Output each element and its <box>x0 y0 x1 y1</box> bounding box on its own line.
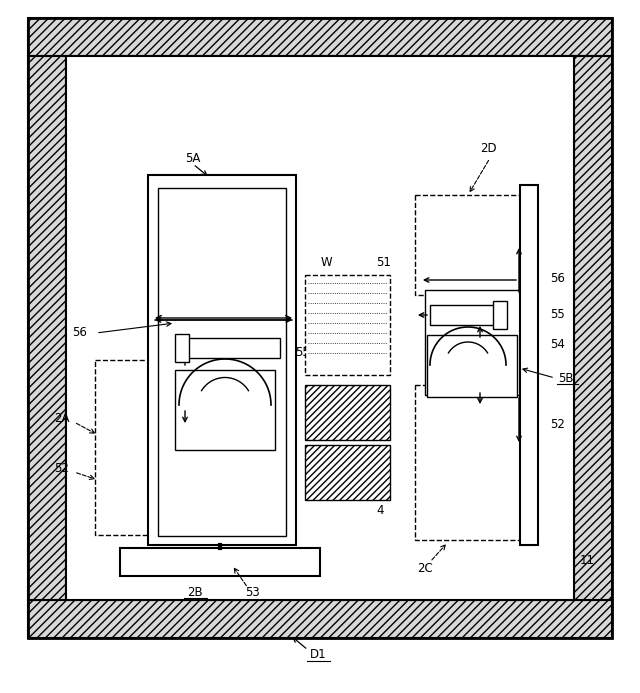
Bar <box>425 290 520 395</box>
Bar <box>66 56 574 600</box>
Text: 2C: 2C <box>417 561 433 574</box>
Text: 54: 54 <box>550 338 565 351</box>
Bar <box>28 600 612 638</box>
Text: 4: 4 <box>376 504 383 516</box>
Bar <box>520 185 538 545</box>
Text: 54: 54 <box>253 426 268 439</box>
Text: 51: 51 <box>376 256 391 270</box>
Bar <box>430 305 495 325</box>
Text: 2A: 2A <box>54 412 70 425</box>
Text: D1: D1 <box>310 649 326 662</box>
Bar <box>28 18 612 56</box>
Bar <box>305 445 390 500</box>
Bar <box>148 175 296 545</box>
Bar <box>185 338 280 358</box>
Text: W: W <box>320 256 332 270</box>
Bar <box>427 335 517 397</box>
Bar <box>415 195 520 295</box>
Text: 52: 52 <box>54 462 69 475</box>
Bar <box>95 360 295 535</box>
Text: 11: 11 <box>580 554 595 566</box>
Bar <box>305 275 390 375</box>
Text: 55: 55 <box>295 346 310 358</box>
Text: 5B: 5B <box>558 371 573 385</box>
Bar <box>305 385 390 440</box>
Bar <box>28 18 612 638</box>
Text: 2B: 2B <box>187 586 203 599</box>
Bar <box>415 385 520 540</box>
Text: 56: 56 <box>72 326 87 340</box>
Text: 55: 55 <box>550 308 564 322</box>
Text: 52: 52 <box>550 419 565 432</box>
Bar <box>574 56 612 600</box>
Text: 2D: 2D <box>480 141 496 155</box>
Bar <box>175 370 275 450</box>
Text: 53: 53 <box>244 586 259 599</box>
Bar <box>120 548 320 576</box>
Bar <box>158 188 286 536</box>
Bar <box>175 334 189 362</box>
Bar <box>493 301 507 329</box>
Bar <box>28 56 66 600</box>
Text: 56: 56 <box>550 272 565 285</box>
Text: 5A: 5A <box>186 152 201 164</box>
